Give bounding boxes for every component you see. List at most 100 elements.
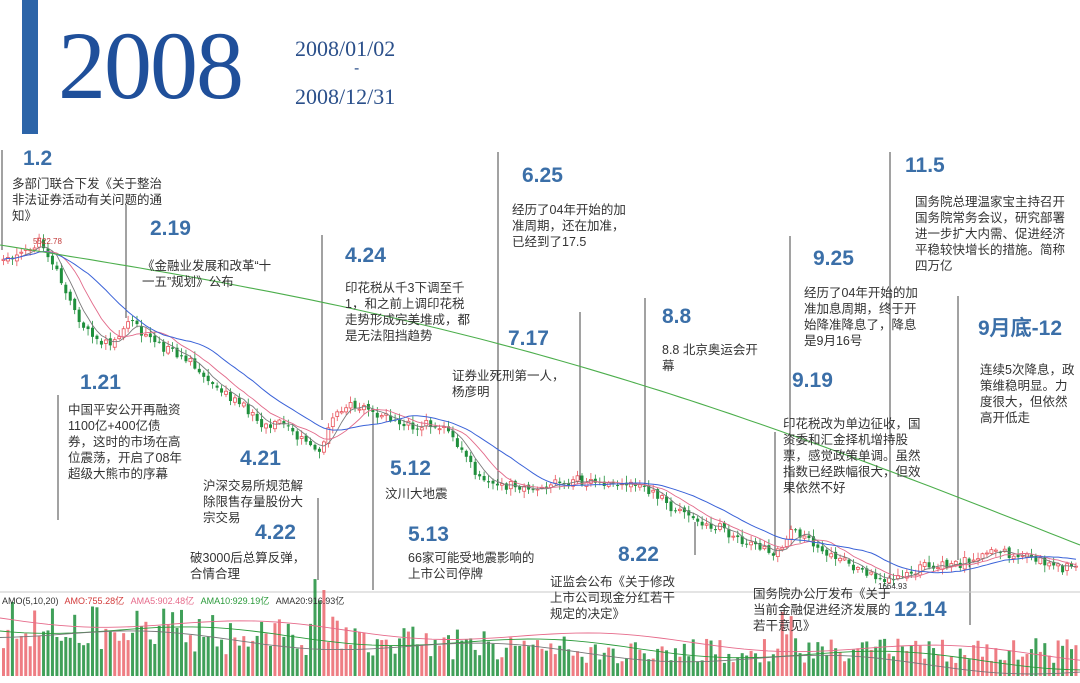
volume-bar-32 bbox=[144, 621, 148, 676]
candle-body-68 bbox=[304, 435, 308, 442]
candle-body-23 bbox=[103, 339, 108, 344]
volume-bar-37 bbox=[166, 624, 170, 676]
volume-legend-ama10: AMA10:929.19亿 bbox=[200, 596, 270, 606]
candle-body-111 bbox=[495, 483, 499, 486]
volume-bar-128 bbox=[571, 655, 575, 676]
candle-body-41 bbox=[184, 355, 188, 362]
candle-body-172 bbox=[767, 545, 771, 553]
volume-bar-11 bbox=[50, 608, 54, 676]
candle-body-218 bbox=[971, 559, 976, 562]
high-price-label: 5522.78 bbox=[33, 237, 62, 246]
event-date-2-19: 2.19 bbox=[150, 217, 191, 240]
candle-body-183 bbox=[816, 544, 820, 548]
volume-bar-79 bbox=[353, 628, 357, 676]
candle-body-164 bbox=[731, 535, 736, 538]
event-date-4-21: 4.21 bbox=[240, 447, 281, 470]
volume-bar-169 bbox=[754, 653, 758, 676]
volume-bar-213 bbox=[949, 656, 953, 676]
volume-bar-106 bbox=[473, 649, 477, 676]
volume-bar-83 bbox=[371, 655, 375, 676]
candle-body-163 bbox=[727, 528, 731, 538]
candle-body-233 bbox=[1038, 557, 1043, 565]
candle-body-124 bbox=[553, 479, 558, 484]
candle-body-165 bbox=[736, 535, 740, 538]
volume-bar-192 bbox=[856, 648, 860, 676]
volume-bar-26 bbox=[117, 640, 121, 676]
event-text-8-22: 证监会公布《关于修改上市公司现金分红若干规定的决定》 bbox=[550, 575, 676, 621]
candle-body-196 bbox=[874, 573, 878, 580]
volume-bar-137 bbox=[611, 648, 615, 676]
volume-bar-193 bbox=[860, 642, 864, 676]
volume-bar-2 bbox=[10, 602, 14, 676]
candle-body-90 bbox=[402, 423, 406, 427]
volume-bar-181 bbox=[807, 642, 811, 676]
volume-bar-154 bbox=[687, 656, 691, 676]
volume-bar-203 bbox=[905, 650, 909, 676]
candle-body-38 bbox=[171, 347, 175, 349]
volume-bar-20 bbox=[91, 606, 94, 676]
year-title: 2008 bbox=[58, 12, 244, 119]
candle-body-78 bbox=[348, 402, 353, 409]
volume-bar-138 bbox=[616, 663, 620, 676]
volume-bar-164 bbox=[731, 662, 735, 676]
candle-body-149 bbox=[665, 496, 669, 503]
volume-bar-29 bbox=[131, 632, 135, 676]
candle-body-232 bbox=[1034, 555, 1038, 562]
volume-bar-117 bbox=[522, 640, 526, 676]
candle-body-72 bbox=[321, 441, 326, 453]
candle-body-59 bbox=[264, 423, 268, 429]
volume-bar-225 bbox=[1003, 660, 1007, 676]
volume-legend: AMO(5,10,20) AMO:755.28亿 AMA5:902.48亿 AM… bbox=[2, 594, 348, 607]
event-text-1-21: 中国平安公开再融资1100亿+400亿债券，这时的市场在高位震荡，开启了08年超… bbox=[68, 403, 182, 481]
candle-body-188 bbox=[838, 557, 842, 562]
candle-body-43 bbox=[193, 358, 197, 369]
volume-legend-ama20: AMA20:916.93亿 bbox=[275, 596, 345, 606]
volume-legend-ama5: AMA5:902.48亿 bbox=[130, 596, 195, 606]
candle-body-157 bbox=[700, 521, 704, 526]
candles bbox=[1, 233, 1078, 587]
candle-body-179 bbox=[798, 529, 802, 538]
candle-body-185 bbox=[825, 549, 829, 556]
volume-bar-115 bbox=[513, 645, 517, 676]
event-date-12-14: 12.14 bbox=[894, 598, 947, 621]
event-text-5-12: 汶川大地震 bbox=[385, 487, 448, 501]
candle-body-203 bbox=[904, 572, 909, 579]
event-text-5-13: 66家可能受地震影响的上市公司停牌 bbox=[408, 551, 535, 581]
event-text-state-council: 国务院办公厅发布《关于当前金融促进经济发展的若干意见》 bbox=[753, 587, 891, 633]
volume-bar-143 bbox=[638, 649, 642, 676]
candle-body-180 bbox=[802, 535, 807, 539]
volume-bar-220 bbox=[981, 656, 984, 676]
date-start: 2008/01/02 bbox=[295, 36, 396, 61]
moving-averages bbox=[0, 244, 1080, 581]
event-date-4-24: 4.24 bbox=[345, 244, 386, 267]
volume-bar-204 bbox=[909, 645, 913, 676]
volume-bar-236 bbox=[1052, 662, 1056, 676]
candle-body-15 bbox=[68, 291, 72, 301]
candle-body-214 bbox=[953, 560, 958, 566]
volume-bar-188 bbox=[838, 652, 842, 676]
candle-body-74 bbox=[330, 417, 335, 427]
volume-bar-131 bbox=[584, 662, 588, 676]
candle-body-234 bbox=[1043, 557, 1047, 566]
candle-body-20 bbox=[91, 327, 94, 337]
candle-body-96 bbox=[429, 420, 433, 427]
candle-body-37 bbox=[166, 346, 171, 354]
volume-bar-141 bbox=[629, 643, 633, 676]
volume-bar-95 bbox=[424, 633, 428, 676]
candle-body-53 bbox=[237, 397, 241, 405]
candle-body-160 bbox=[714, 529, 717, 531]
candle-body-227 bbox=[1011, 555, 1016, 560]
volume-bar-233 bbox=[1038, 651, 1042, 676]
volume-bar-139 bbox=[620, 661, 624, 676]
volume-bar-51 bbox=[228, 623, 232, 676]
volume-bar-134 bbox=[598, 659, 602, 676]
candle-body-100 bbox=[447, 426, 450, 432]
volume-bar-153 bbox=[682, 643, 686, 676]
candle-body-155 bbox=[691, 516, 695, 519]
candle-body-62 bbox=[277, 419, 282, 424]
volume-bar-13 bbox=[59, 640, 63, 676]
event-date-9-25: 9.25 bbox=[813, 247, 854, 270]
candle-body-55 bbox=[246, 403, 250, 415]
candle-body-97 bbox=[433, 426, 437, 428]
candle-body-171 bbox=[762, 546, 767, 550]
